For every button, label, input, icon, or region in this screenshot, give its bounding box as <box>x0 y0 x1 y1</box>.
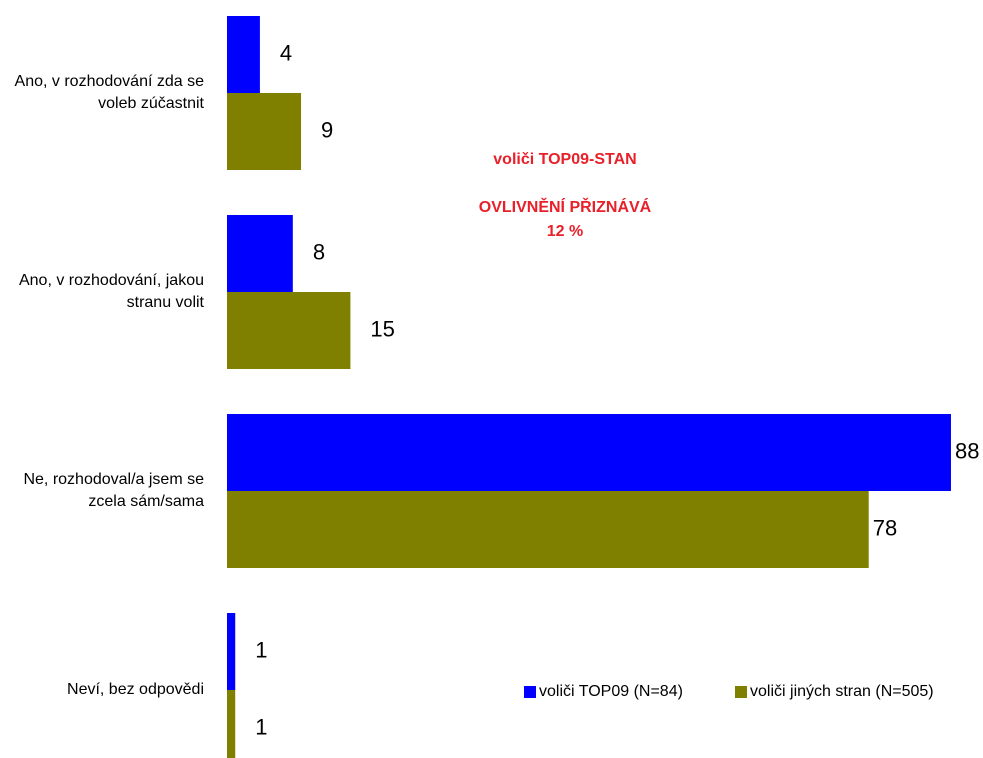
legend-label: voliči jiných stran (N=505) <box>750 683 934 700</box>
annotation: OVLIVNĚNÍ PŘIZNÁVÁ <box>479 197 652 216</box>
value-label: 1 <box>255 637 267 662</box>
legend-swatch <box>524 686 536 698</box>
annotation: voliči TOP09-STAN <box>493 151 636 168</box>
value-label: 78 <box>873 515 897 540</box>
legend-swatch <box>735 686 747 698</box>
value-label: 9 <box>321 117 333 142</box>
value-label: 15 <box>370 316 394 341</box>
value-label: 88 <box>955 438 979 463</box>
bar <box>227 690 236 758</box>
legend-label: voliči TOP09 (N=84) <box>539 683 683 700</box>
category-label: Neví, bez odpovědi <box>67 681 204 698</box>
bar <box>227 414 951 491</box>
annotation: 12 % <box>547 223 583 240</box>
value-label: 1 <box>255 714 267 739</box>
bar <box>227 292 351 369</box>
bar <box>227 93 302 170</box>
value-label: 8 <box>313 239 325 264</box>
bar <box>227 491 869 568</box>
value-label: 4 <box>280 40 292 65</box>
bar <box>227 215 293 292</box>
category-label: Ano, v rozhodování, jakou stranu volit <box>18 272 204 311</box>
category-label: Ne, rozhodoval/a jsem se zcela sám/sama <box>23 471 204 510</box>
bar <box>227 16 260 93</box>
category-label: Ano, v rozhodování zda se voleb zúčastni… <box>14 73 204 112</box>
bar <box>227 613 236 690</box>
